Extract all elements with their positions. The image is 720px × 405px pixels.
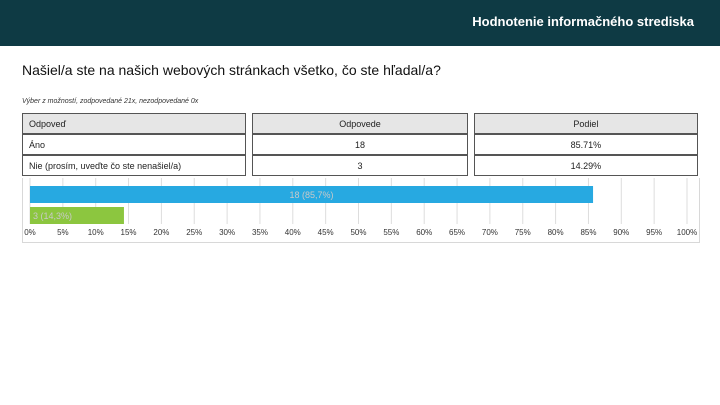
data-label: 18 (85,7%) [290,190,334,200]
share-cell: 85.71% [473,134,698,155]
table-row: Nie (prosím, uveďte čo ste nenašiel/a) 3… [22,155,698,176]
table-header-row: Odpoveď Odpovede Podiel [22,113,698,134]
tick-label: 25% [186,228,202,237]
tick-label: 5% [57,228,69,237]
tick-label: 60% [416,228,432,237]
column-header-responses: Odpovede [252,113,468,134]
tick-label: 40% [285,228,301,237]
tick-label: 10% [88,228,104,237]
data-label: 3 (14,3%) [33,211,72,221]
survey-title: Hodnotenie informačného strediska [472,14,694,29]
tick-label: 95% [646,228,662,237]
responses-cell: 3 [252,155,468,176]
results-table: Odpoveď Odpovede Podiel Áno 18 85.71% Ni… [22,113,698,176]
tick-label: 30% [219,228,235,237]
tick-label: 15% [121,228,137,237]
column-header-share: Podiel [473,113,698,134]
bar [30,207,124,224]
tick-label: 35% [252,228,268,237]
tick-label: 55% [383,228,399,237]
tick-label: 75% [515,228,531,237]
answer-cell: Áno [22,134,247,155]
response-summary: Výber z možností, zodpovedané 21x, nezod… [22,98,199,105]
results-chart: 18 (85,7%) 3 (14,3%) 0% 5% 10% 15% 20% 25% 30% 35… [22,178,700,243]
tick-label: 50% [350,228,366,237]
share-cell: 14.29% [473,155,698,176]
bar-chart: 18 (85,7%) 3 (14,3%) 0% 5% 10% 15% 20% 25% 30% 35… [24,178,697,237]
tick-label: 20% [153,228,169,237]
table-row: Áno 18 85.71% [22,134,698,155]
bar [30,186,594,203]
tick-label: 80% [548,228,564,237]
tick-label: 70% [482,228,498,237]
tick-label: 85% [580,228,596,237]
column-header-answer: Odpoveď [22,113,247,134]
tick-label: 90% [613,228,629,237]
answer-cell: Nie (prosím, uveďte čo ste nenašiel/a) [22,155,247,176]
responses-cell: 18 [252,134,468,155]
tick-label: 0% [24,228,36,237]
header-bar: Hodnotenie informačného strediska [0,0,720,46]
tick-label: 65% [449,228,465,237]
tick-label: 45% [318,228,334,237]
tick-label: 100% [677,228,697,237]
question-text: Našiel/a ste na našich webových stránkac… [22,62,441,78]
